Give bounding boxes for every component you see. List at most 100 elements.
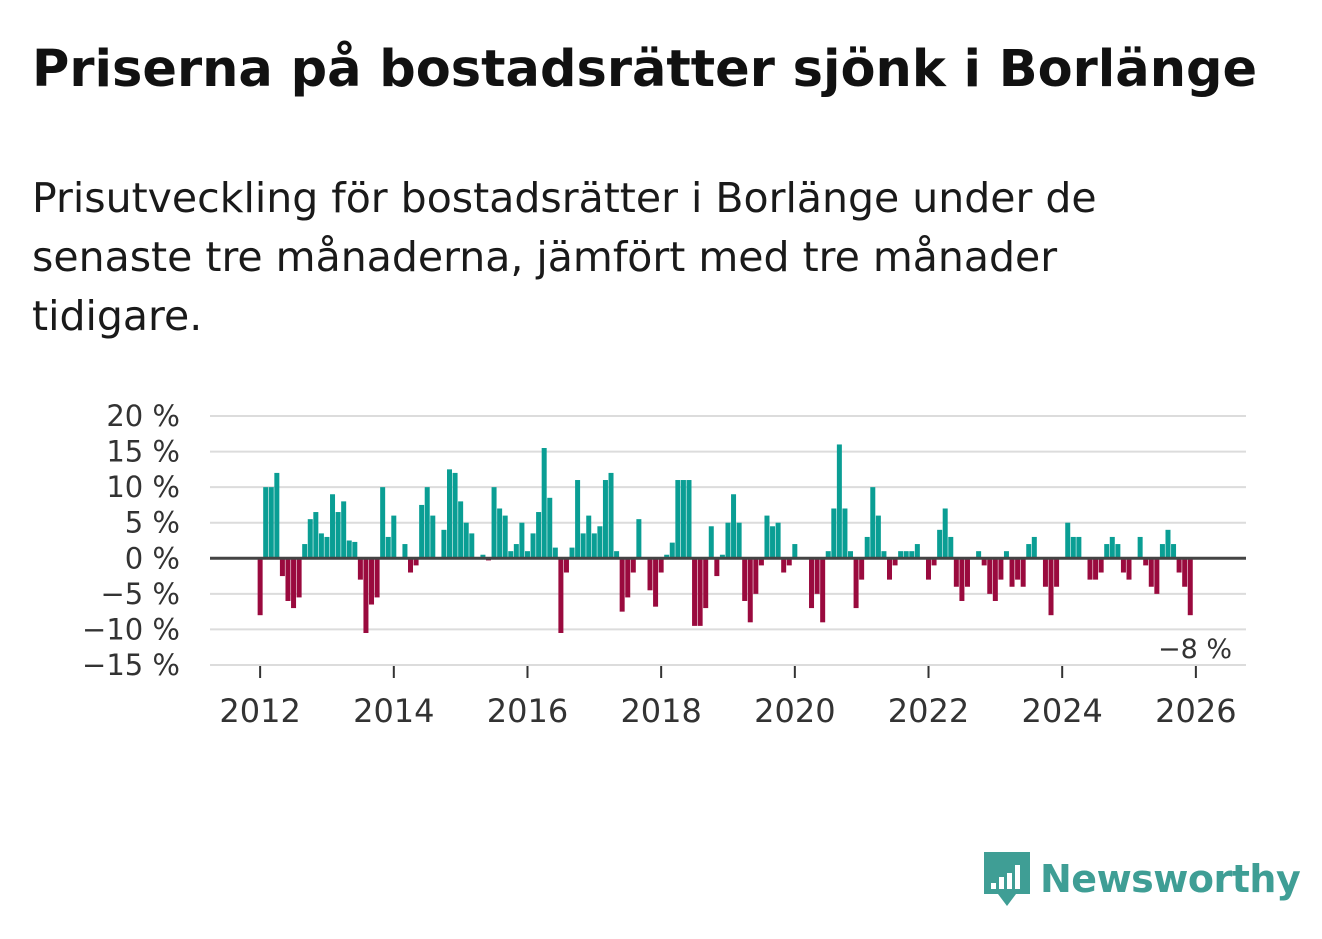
x-tick-label: 2012 xyxy=(219,692,300,730)
bar xyxy=(279,558,285,577)
bar xyxy=(1042,558,1048,587)
bar xyxy=(563,558,569,573)
bar xyxy=(307,519,313,559)
bar-chart-speech-bubble-icon xyxy=(984,852,1030,906)
bar xyxy=(959,558,965,601)
bar xyxy=(408,558,414,573)
bar xyxy=(781,558,787,573)
bar xyxy=(792,544,798,559)
y-tick-label: 0 % xyxy=(125,541,180,575)
bar xyxy=(597,526,603,559)
bar xyxy=(842,508,848,559)
bar xyxy=(341,501,347,559)
bar xyxy=(775,522,781,559)
bar xyxy=(987,558,993,594)
bar xyxy=(1070,536,1076,559)
bar xyxy=(1148,558,1154,587)
bar xyxy=(892,558,898,566)
bar xyxy=(541,448,547,559)
bar xyxy=(630,558,636,573)
bar xyxy=(285,558,291,601)
bar xyxy=(552,547,558,559)
bar xyxy=(602,480,608,559)
bar-series xyxy=(257,444,1193,633)
y-tick-label: −10 % xyxy=(82,612,180,646)
bar xyxy=(257,558,263,616)
bar xyxy=(1126,558,1132,580)
bar xyxy=(831,508,837,559)
bar xyxy=(614,551,620,559)
y-tick-label: 20 % xyxy=(106,399,180,433)
bar xyxy=(1020,558,1026,587)
x-tick-label: 2024 xyxy=(1021,692,1102,730)
bar xyxy=(1137,536,1143,559)
bar xyxy=(547,497,553,559)
bar xyxy=(335,512,341,559)
bar xyxy=(820,558,826,623)
bar xyxy=(619,558,625,612)
bar xyxy=(848,551,854,559)
bar xyxy=(853,558,859,609)
bar xyxy=(669,542,675,559)
bar xyxy=(697,558,703,626)
bar xyxy=(1015,558,1021,580)
bar xyxy=(703,558,709,609)
bar xyxy=(864,536,870,559)
bar xyxy=(753,558,759,594)
bar xyxy=(575,480,581,559)
bar xyxy=(708,526,714,559)
bar xyxy=(714,558,720,577)
bar xyxy=(508,551,514,559)
bar xyxy=(825,551,831,559)
bar xyxy=(469,533,475,559)
bar xyxy=(608,472,614,559)
bar xyxy=(942,508,948,559)
bar xyxy=(352,541,358,559)
bar xyxy=(1009,558,1015,587)
bar xyxy=(1187,558,1193,616)
bar xyxy=(580,533,586,559)
bar xyxy=(497,508,503,559)
bar xyxy=(274,472,280,559)
bar xyxy=(380,487,386,559)
bar xyxy=(647,558,653,591)
bar xyxy=(1048,558,1054,616)
bar xyxy=(586,515,592,559)
bar xyxy=(725,522,731,559)
bar xyxy=(313,512,319,559)
x-tick-label: 2020 xyxy=(754,692,835,730)
bar xyxy=(324,536,330,559)
bar xyxy=(692,558,698,626)
bar xyxy=(1171,544,1177,559)
bar xyxy=(686,480,692,559)
bar xyxy=(524,551,530,559)
bar xyxy=(1154,558,1160,594)
bar xyxy=(953,558,959,587)
bar xyxy=(836,444,842,559)
bar xyxy=(424,487,430,559)
bar xyxy=(491,487,497,559)
bar xyxy=(268,487,274,559)
bar xyxy=(1054,558,1060,587)
bar xyxy=(925,558,931,580)
x-tick-label: 2022 xyxy=(888,692,969,730)
bar xyxy=(318,533,324,559)
bar xyxy=(480,554,486,559)
bar xyxy=(430,515,436,559)
bar xyxy=(1182,558,1188,587)
bar xyxy=(859,558,865,580)
bar xyxy=(291,558,297,609)
chart-subtitle: Prisutveckling för bostadsrätter i Borlä… xyxy=(32,174,1097,340)
bar xyxy=(502,515,508,559)
y-tick-label: 15 % xyxy=(106,435,180,469)
bar xyxy=(1109,536,1115,559)
bar xyxy=(458,501,464,559)
bar xyxy=(447,469,452,559)
bar xyxy=(976,551,982,559)
bar xyxy=(786,558,792,566)
bar xyxy=(1104,544,1110,559)
bar xyxy=(1143,558,1149,566)
bar xyxy=(569,547,575,559)
y-tick-label: 5 % xyxy=(125,506,180,540)
logo-text: Newsworthy xyxy=(1040,857,1301,901)
